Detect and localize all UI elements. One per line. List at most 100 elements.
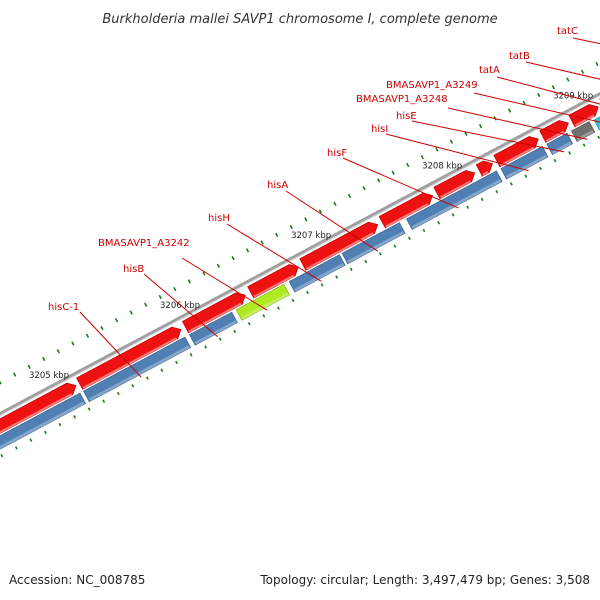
minor-tick <box>233 329 237 334</box>
minor-tick <box>87 407 91 411</box>
minor-tick <box>320 283 324 287</box>
gene-box[interactable] <box>500 145 549 180</box>
kbp-tick-label: 3206 kbp <box>160 301 200 311</box>
minor-tick <box>102 399 106 403</box>
cds-arrow-shine <box>253 274 295 298</box>
minor-tick <box>247 322 251 326</box>
minor-tick <box>539 166 542 171</box>
cds-arrow-shine <box>499 146 535 167</box>
gene-label[interactable]: BMASAVP1_A3242 <box>98 238 190 249</box>
cds-arrow-shine <box>439 180 471 199</box>
genome-summary-text: Topology: circular; Length: 3,497,479 bp… <box>260 573 590 587</box>
minor-tick <box>204 345 208 349</box>
minor-tick <box>347 193 352 199</box>
minor-tick <box>393 244 397 248</box>
gene-label[interactable]: hisC-1 <box>48 302 79 313</box>
gene-label[interactable]: BMASAVP1_A3248 <box>356 94 448 105</box>
minor-tick <box>437 221 441 225</box>
minor-tick <box>29 438 33 442</box>
gene-label[interactable]: hisB <box>123 264 144 275</box>
minor-tick <box>597 135 600 139</box>
minor-tick <box>478 124 483 129</box>
minor-tick <box>44 430 47 435</box>
minor-tick <box>580 69 585 74</box>
gene-box[interactable] <box>288 254 346 293</box>
gene-box[interactable] <box>406 170 503 230</box>
minor-tick <box>114 318 119 323</box>
cds-arrow-shine <box>385 203 429 228</box>
minor-tick <box>291 298 295 303</box>
minor-tick <box>275 232 279 237</box>
gene-label[interactable]: hisI <box>371 124 388 135</box>
label-leader-line <box>79 311 142 378</box>
cds-arrow-shine <box>0 393 72 434</box>
gene-label[interactable]: hisA <box>267 180 288 191</box>
minor-tick <box>537 92 541 98</box>
label-leader-line <box>572 37 600 45</box>
accession-text: Accession: NC_008785 <box>9 573 146 587</box>
gene-label[interactable]: hisE <box>396 111 417 122</box>
minor-tick <box>420 155 424 160</box>
gene-box[interactable] <box>593 106 600 131</box>
minor-tick <box>143 302 148 307</box>
gene-labels: hisC-1 hisB BMASAVP1_A3242 hisH hisA hisF hisI… <box>48 26 578 313</box>
minor-tick <box>582 143 586 147</box>
minor-tick <box>85 333 90 338</box>
map-title: Burkholderia mallei SAVP1 chromosome I, … <box>102 12 497 27</box>
gene-box[interactable] <box>571 121 596 142</box>
minor-tick <box>407 236 411 240</box>
minor-tick <box>306 290 309 295</box>
minor-tick <box>175 360 178 365</box>
gene-label[interactable]: hisF <box>327 148 347 159</box>
backbone-track <box>0 91 600 417</box>
label-leader-line <box>411 120 565 153</box>
minor-tick <box>245 248 250 253</box>
minor-tick <box>231 256 235 261</box>
minor-tick <box>27 364 31 369</box>
label-leader-line <box>181 257 268 311</box>
minor-tick <box>129 310 133 315</box>
minor-tick <box>262 314 266 318</box>
cds-track <box>0 98 600 434</box>
label-leader-line <box>226 223 322 282</box>
minor-tick <box>71 341 75 346</box>
minor-tick <box>173 287 177 292</box>
gene-box[interactable] <box>0 392 87 464</box>
gene-label[interactable]: tatB <box>509 51 530 62</box>
minor-tick <box>466 205 470 209</box>
gene-label[interactable]: tatA <box>479 65 500 76</box>
gene-track <box>0 106 600 464</box>
gene-box-shine <box>551 141 572 155</box>
minor-tick <box>276 306 280 310</box>
gene-box-shine <box>347 231 405 264</box>
minor-tick <box>116 391 120 396</box>
label-leader-line <box>143 273 218 337</box>
minor-tick <box>58 422 62 427</box>
minor-tick <box>480 197 484 202</box>
minor-tick <box>524 174 528 178</box>
gene-box-shine <box>88 345 190 402</box>
label-leader-line <box>385 133 529 172</box>
minor-tick <box>568 151 572 155</box>
gene-box[interactable] <box>188 311 238 346</box>
gene-box-shine <box>506 154 548 179</box>
gene-label[interactable]: BMASAVP1_A3249 <box>386 80 478 91</box>
gene-box[interactable] <box>341 222 406 265</box>
gene-box[interactable] <box>235 283 290 321</box>
minor-tick <box>158 294 162 300</box>
minor-tick <box>14 446 18 450</box>
minor-tick <box>507 108 512 113</box>
minor-tick <box>449 139 454 144</box>
minor-tick <box>362 186 366 191</box>
gene-box[interactable] <box>83 336 192 403</box>
label-leader-line <box>285 190 379 252</box>
gene-box-shine <box>241 292 289 320</box>
cds-arrow-shine <box>305 232 374 270</box>
minor-tick <box>335 275 339 279</box>
gene-label[interactable]: hisH <box>208 213 230 224</box>
minor-tick <box>218 337 222 341</box>
minor-tick <box>0 380 2 385</box>
gene-label[interactable]: tatC <box>557 26 578 37</box>
label-leaders <box>79 37 600 378</box>
minor-tick <box>56 349 61 354</box>
